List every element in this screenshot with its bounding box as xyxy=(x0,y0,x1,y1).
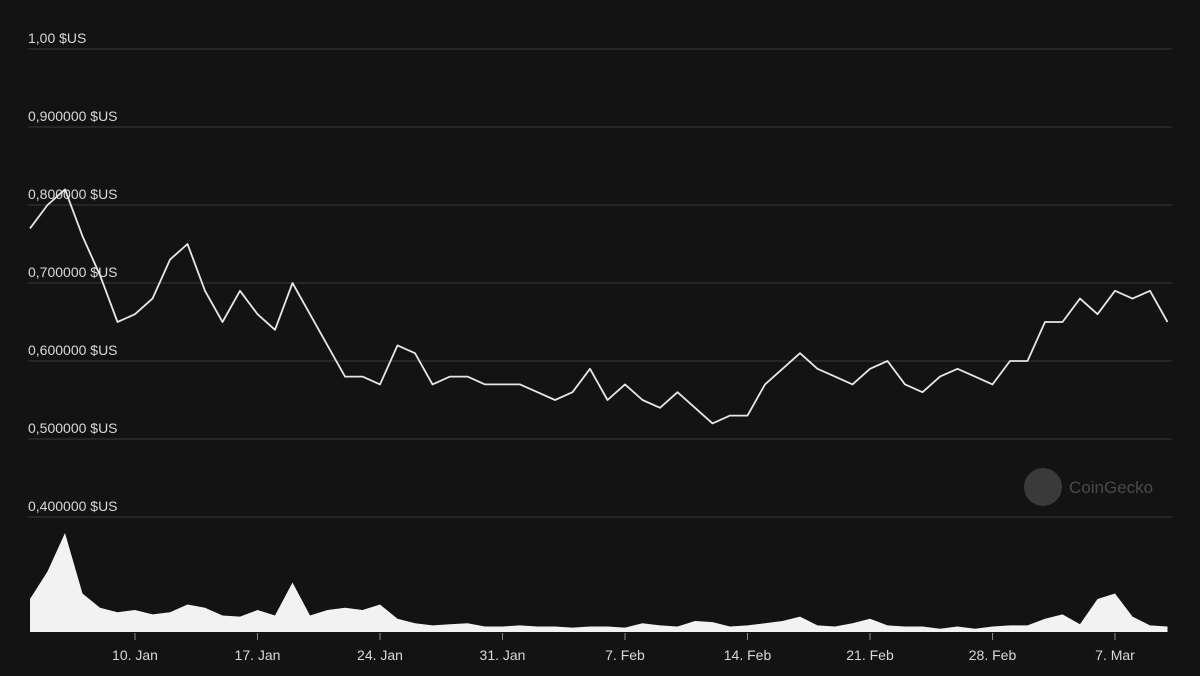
volume-area xyxy=(30,533,1168,632)
x-tick-label: 21. Feb xyxy=(846,647,894,663)
y-tick-label: 1,00 $US xyxy=(28,30,86,46)
x-tick-label: 31. Jan xyxy=(480,647,526,663)
x-tick-label: 10. Jan xyxy=(112,647,158,663)
x-tick-label: 7. Mar xyxy=(1095,647,1135,663)
y-tick-label: 0,600000 $US xyxy=(28,342,118,358)
watermark: CoinGecko xyxy=(1069,478,1153,497)
y-tick-label: 0,400000 $US xyxy=(28,498,118,514)
y-tick-label: 0,700000 $US xyxy=(28,264,118,280)
x-tick-label: 28. Feb xyxy=(969,647,1017,663)
x-tick-label: 17. Jan xyxy=(235,647,281,663)
price-line xyxy=(29,188,1169,425)
x-tick-label: 14. Feb xyxy=(724,647,772,663)
x-tick-label: 7. Feb xyxy=(605,647,645,663)
x-tick-label: 24. Jan xyxy=(357,647,403,663)
watermark-logo xyxy=(1024,468,1062,506)
y-tick-label: 0,900000 $US xyxy=(28,108,118,124)
y-tick-label: 0,800000 $US xyxy=(28,186,118,202)
y-tick-label: 0,500000 $US xyxy=(28,420,118,436)
